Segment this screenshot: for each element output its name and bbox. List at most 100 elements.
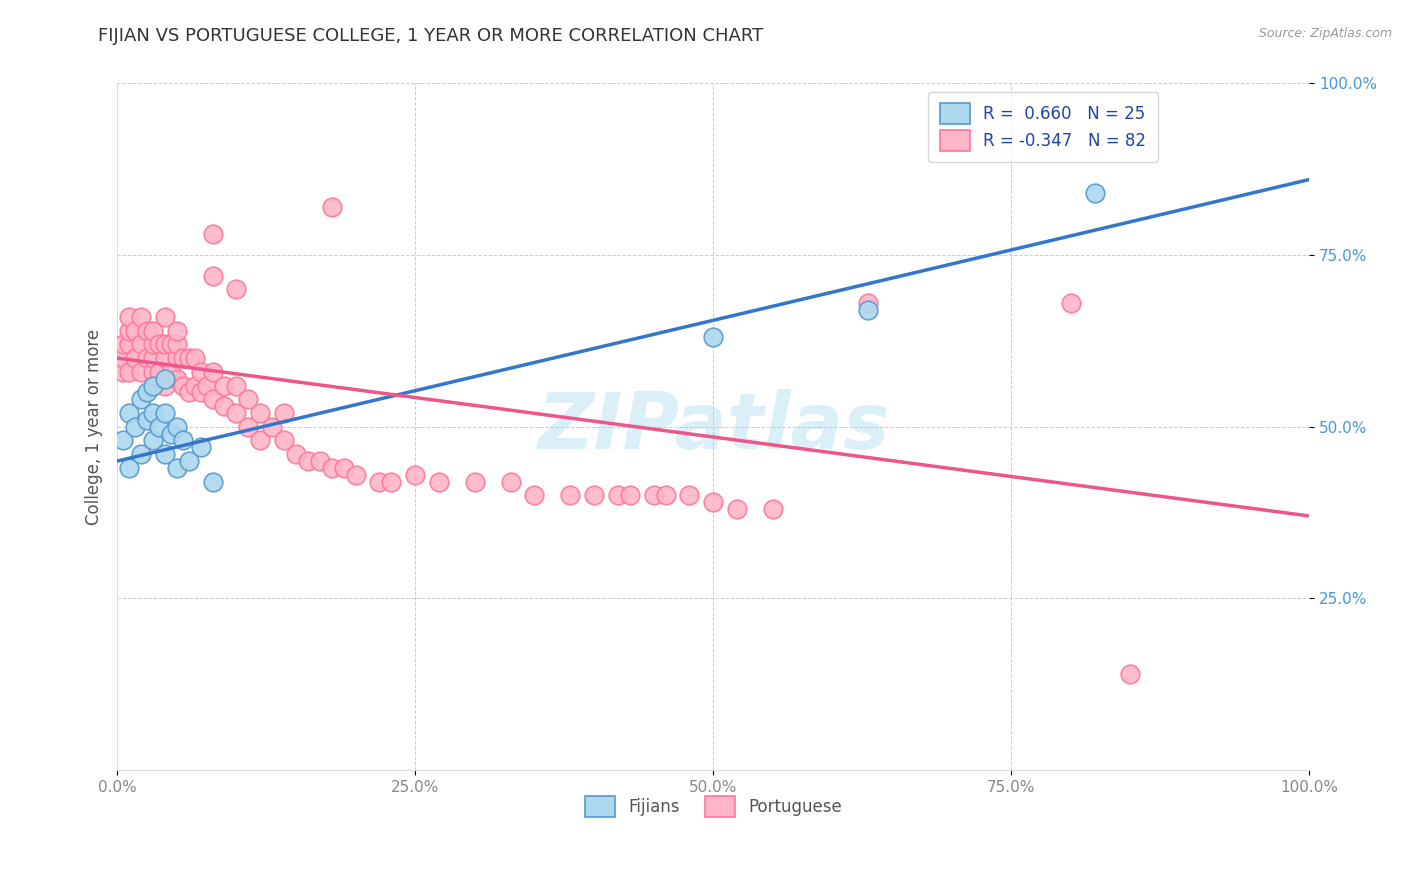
Point — [153, 447, 176, 461]
Text: ZIPatlas: ZIPatlas — [537, 389, 890, 465]
Point — [678, 488, 700, 502]
Point — [112, 337, 135, 351]
Point — [118, 461, 141, 475]
Point — [172, 351, 194, 365]
Point — [321, 461, 343, 475]
Point — [214, 399, 236, 413]
Point — [166, 337, 188, 351]
Point — [153, 337, 176, 351]
Point — [702, 330, 724, 344]
Point — [142, 324, 165, 338]
Point — [344, 467, 367, 482]
Point — [142, 337, 165, 351]
Text: Source: ZipAtlas.com: Source: ZipAtlas.com — [1258, 27, 1392, 40]
Point — [172, 434, 194, 448]
Point — [160, 365, 183, 379]
Point — [190, 385, 212, 400]
Point — [112, 365, 135, 379]
Point — [1119, 666, 1142, 681]
Point — [118, 365, 141, 379]
Point — [201, 365, 224, 379]
Point — [142, 365, 165, 379]
Point — [238, 419, 260, 434]
Point — [142, 434, 165, 448]
Point — [201, 268, 224, 283]
Point — [136, 385, 159, 400]
Point — [1060, 296, 1083, 310]
Point — [124, 351, 146, 365]
Point — [136, 351, 159, 365]
Point — [160, 337, 183, 351]
Point — [643, 488, 665, 502]
Point — [225, 378, 247, 392]
Point — [427, 475, 450, 489]
Point — [177, 385, 200, 400]
Point — [153, 310, 176, 324]
Point — [183, 351, 205, 365]
Point — [142, 406, 165, 420]
Point — [190, 440, 212, 454]
Point — [238, 392, 260, 407]
Point — [124, 324, 146, 338]
Point — [404, 467, 426, 482]
Point — [166, 351, 188, 365]
Point — [129, 447, 152, 461]
Point — [249, 434, 271, 448]
Point — [380, 475, 402, 489]
Point — [148, 419, 170, 434]
Point — [112, 351, 135, 365]
Point — [856, 296, 879, 310]
Point — [654, 488, 676, 502]
Point — [249, 406, 271, 420]
Point — [273, 406, 295, 420]
Point — [142, 378, 165, 392]
Point — [142, 351, 165, 365]
Point — [153, 406, 176, 420]
Point — [190, 365, 212, 379]
Point — [166, 461, 188, 475]
Y-axis label: College, 1 year or more: College, 1 year or more — [86, 328, 103, 524]
Point — [201, 227, 224, 242]
Point — [702, 495, 724, 509]
Point — [856, 303, 879, 318]
Point — [172, 378, 194, 392]
Point — [153, 351, 176, 365]
Point — [136, 324, 159, 338]
Point — [262, 419, 284, 434]
Point — [499, 475, 522, 489]
Point — [177, 454, 200, 468]
Point — [308, 454, 330, 468]
Point — [273, 434, 295, 448]
Point — [166, 419, 188, 434]
Point — [225, 282, 247, 296]
Point — [118, 406, 141, 420]
Point — [332, 461, 354, 475]
Point — [118, 310, 141, 324]
Point — [619, 488, 641, 502]
Point — [148, 365, 170, 379]
Point — [195, 378, 218, 392]
Point — [129, 337, 152, 351]
Point — [166, 324, 188, 338]
Point — [762, 502, 785, 516]
Point — [606, 488, 628, 502]
Point — [297, 454, 319, 468]
Point — [124, 419, 146, 434]
Point — [153, 372, 176, 386]
Point — [153, 378, 176, 392]
Point — [166, 372, 188, 386]
Point — [560, 488, 582, 502]
Text: FIJIAN VS PORTUGUESE COLLEGE, 1 YEAR OR MORE CORRELATION CHART: FIJIAN VS PORTUGUESE COLLEGE, 1 YEAR OR … — [98, 27, 763, 45]
Point — [129, 392, 152, 407]
Point — [201, 392, 224, 407]
Point — [148, 337, 170, 351]
Point — [368, 475, 391, 489]
Point — [285, 447, 308, 461]
Point — [183, 378, 205, 392]
Point — [129, 310, 152, 324]
Point — [464, 475, 486, 489]
Point — [112, 434, 135, 448]
Point — [523, 488, 546, 502]
Point — [118, 337, 141, 351]
Point — [160, 426, 183, 441]
